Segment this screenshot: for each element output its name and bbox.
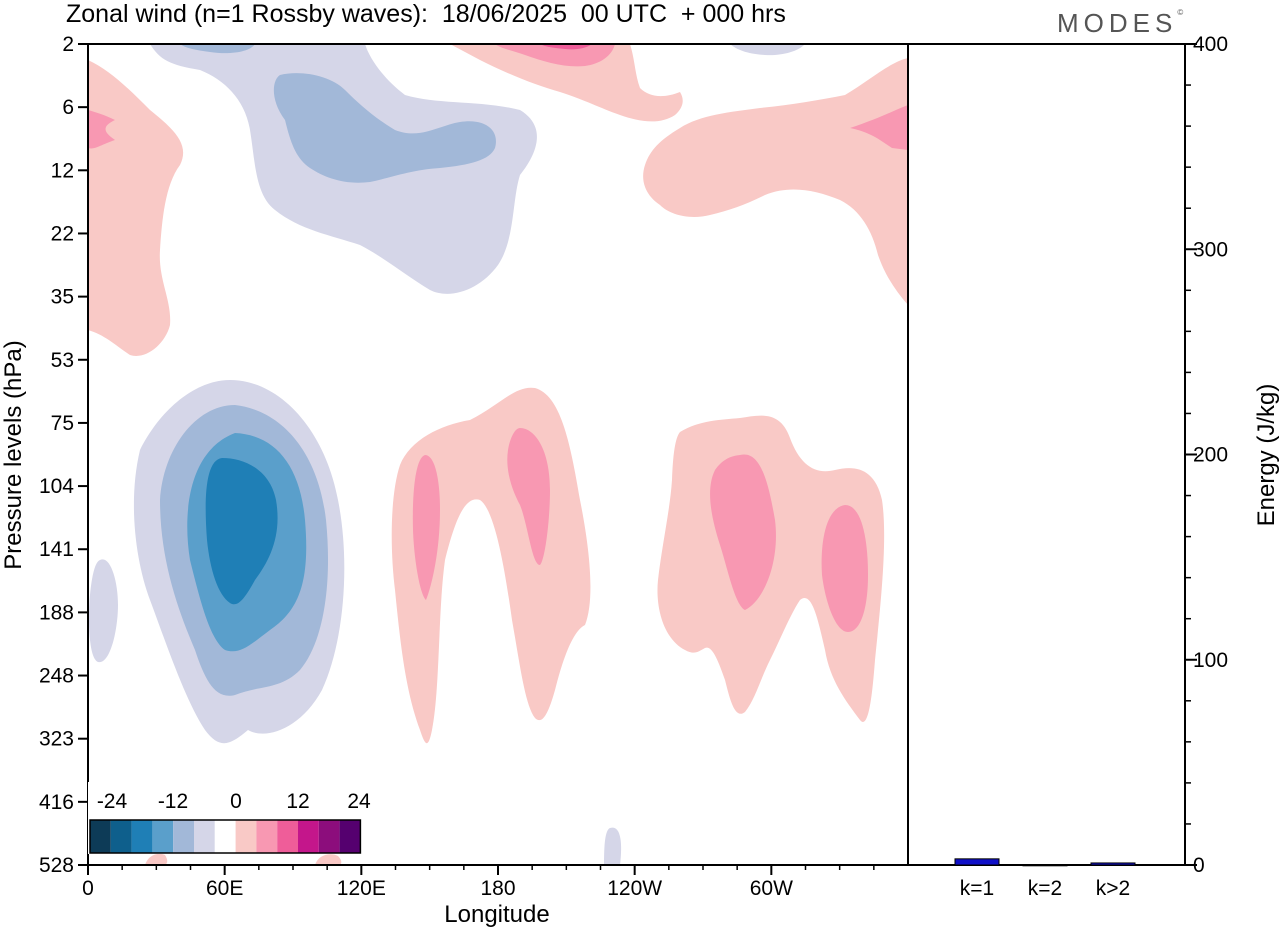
energy-bar <box>1090 862 1136 866</box>
contour-pos-9-lower-d <box>821 505 868 632</box>
y-tick-label: 104 <box>39 475 74 498</box>
contour-pos-9-top <box>495 44 615 67</box>
colorbar-swatch <box>256 820 278 853</box>
contour-pos-9-lower-b <box>507 428 550 565</box>
contour-pos-6-upperleft <box>88 60 184 356</box>
energy-bars: k=1 k=2 k>2 <box>954 858 1136 900</box>
energy-tick-label: 300 <box>1193 238 1228 261</box>
colorbar: -24 -12 0 12 24 <box>88 782 371 854</box>
x-tick-label: 180 <box>480 877 515 900</box>
y-tick-label: 141 <box>39 538 74 561</box>
contour-pos-6-top <box>450 44 683 122</box>
x-tick-label: 120E <box>337 877 386 900</box>
y-axis-title: Pressure levels (hPa) <box>0 340 27 569</box>
colorbar-label: 24 <box>347 790 371 813</box>
colorbar-swatch <box>90 820 111 853</box>
colorbar-label: 12 <box>286 790 309 813</box>
energy-category-label: k=1 <box>960 877 994 900</box>
colorbar-swatch <box>339 820 361 853</box>
contour-pos-9-lower-c <box>710 454 776 610</box>
y-tick-label: 6 <box>62 96 74 119</box>
x-axis-title: Longitude <box>444 901 549 928</box>
y-tick-label: 528 <box>39 854 74 877</box>
y-tick-label: 35 <box>51 286 74 309</box>
x-tick-label: 120W <box>607 877 662 900</box>
contour-neg-6-bottom <box>604 827 622 865</box>
y-tick-label: 2 <box>62 33 74 56</box>
y-tick-label: 188 <box>39 601 74 624</box>
colorbar-swatch <box>277 820 298 853</box>
colorbar-frame <box>89 819 362 854</box>
colorbar-swatch <box>173 820 194 853</box>
colorbar-label: 0 <box>230 790 242 813</box>
y-axis: 2 6 12 22 35 53 75 104 141 188 248 323 416 528 <box>39 33 88 877</box>
contour-pos-12-top <box>540 44 592 50</box>
energy-bar <box>954 858 1000 866</box>
energy-axis-title: Energy (J/kg) <box>1253 384 1280 527</box>
y-tick-label: 22 <box>51 222 74 245</box>
energy-tick-label: 100 <box>1193 649 1228 672</box>
energy-category-label: k=2 <box>1028 877 1062 900</box>
modes-logo: MODES© <box>1057 8 1184 38</box>
contour-pos-9-upperleft <box>88 110 115 149</box>
colorbar-swatch <box>131 820 153 853</box>
colorbar-label: -12 <box>158 790 188 813</box>
colorbar-swatch <box>110 820 132 853</box>
contour-neg-6-topright <box>730 44 805 56</box>
contour-neg-9-top <box>180 44 255 54</box>
y-tick-label: 75 <box>51 412 74 435</box>
x-tick-label: 0 <box>82 877 94 900</box>
colorbar-swatch <box>194 820 215 853</box>
contour-pos-6-bottom-a <box>145 853 168 865</box>
colorbar-swatch <box>298 820 319 853</box>
energy-axis: 0 100 200 300 400 <box>1185 33 1228 877</box>
y-tick-label: 248 <box>39 665 74 688</box>
x-tick-label: 60W <box>750 877 793 900</box>
contour-pos-9-upperright <box>850 105 908 150</box>
contour-neg-6-left <box>88 559 118 663</box>
energy-category-label: k>2 <box>1096 877 1130 900</box>
colorbar-swatch <box>318 820 340 853</box>
energy-tick-label: 200 <box>1193 444 1228 467</box>
contour-field <box>88 44 908 865</box>
chart-title: Zonal wind (n=1 Rossby waves): 18/06/202… <box>66 0 786 28</box>
contour-neg-15-lower <box>205 458 278 605</box>
energy-tick-label: 0 <box>1193 854 1205 877</box>
energy-bar <box>1022 864 1068 867</box>
contour-pos-9-lower-a <box>412 455 440 600</box>
y-tick-label: 12 <box>51 159 74 182</box>
energy-tick-label: 400 <box>1193 33 1228 56</box>
x-tick-label: 60E <box>206 877 243 900</box>
colorbar-swatch <box>152 820 174 853</box>
colorbar-swatch <box>235 820 257 853</box>
contour-pos-6-upperright <box>643 58 908 305</box>
y-tick-label: 323 <box>39 728 74 751</box>
colorbar-swatch <box>214 820 236 853</box>
y-tick-label: 416 <box>39 791 74 814</box>
contour-pos-6-bottom-b <box>315 854 342 865</box>
x-axis: 0 60E 120E 180 120W 60W <box>82 865 875 900</box>
colorbar-label: -24 <box>97 790 128 813</box>
contour-neg-9-upper <box>273 73 496 183</box>
y-tick-label: 53 <box>51 349 74 372</box>
